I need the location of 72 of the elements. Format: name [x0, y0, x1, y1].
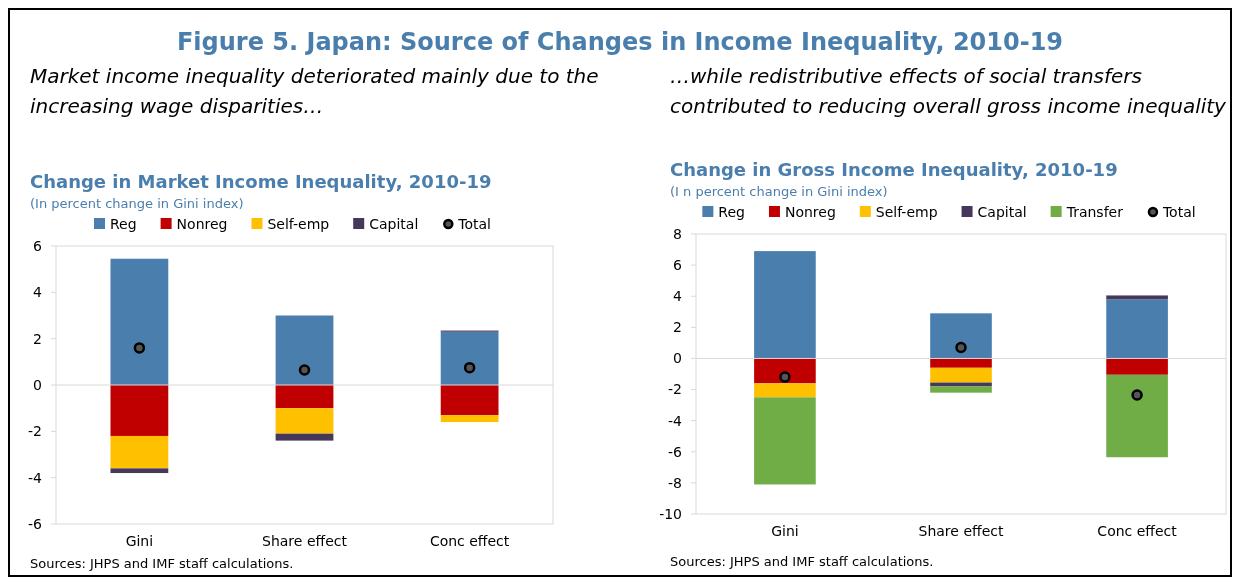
legend-label: Capital	[977, 204, 1027, 220]
bar	[754, 358, 816, 384]
bar	[930, 358, 992, 368]
bar	[754, 251, 816, 359]
y-tick-label: -6	[28, 515, 43, 532]
bar	[1106, 295, 1168, 300]
x-tick-label: Conc effect	[1097, 523, 1178, 539]
bar	[275, 408, 334, 434]
point	[779, 371, 791, 383]
bar	[1106, 358, 1168, 375]
bar	[1106, 299, 1168, 359]
bar	[110, 385, 169, 436]
legend-label: Capital	[369, 216, 419, 232]
y-tick-label: -10	[659, 505, 682, 522]
y-tick-label: -6	[668, 443, 683, 460]
legend-label: Reg	[718, 204, 745, 220]
text: …while redistributive effects of social transfers contributed to reducing overall gross income inequality	[670, 64, 1228, 118]
point	[463, 361, 476, 374]
legend-label: Self-emp	[875, 204, 938, 220]
y-tick-label: 2	[33, 330, 42, 347]
bar	[110, 258, 169, 385]
x-tick-label: Share effect	[262, 533, 348, 549]
bar	[440, 415, 499, 423]
bar	[275, 433, 334, 441]
legend-label: Nonreg	[784, 204, 836, 220]
x-tick-label: Gini	[771, 523, 799, 539]
legend-label: Total	[457, 216, 491, 232]
bar	[930, 386, 992, 393]
legend-label: Self-emp	[267, 216, 330, 232]
bar	[930, 367, 992, 383]
y-tick-label: 2	[673, 319, 682, 336]
y-tick-label: 4	[33, 284, 43, 301]
point	[133, 342, 146, 354]
bar	[1106, 374, 1168, 458]
legend-label: Reg	[110, 216, 137, 232]
bar	[275, 385, 334, 409]
y-tick-label: -2	[668, 381, 682, 398]
y-tick-label: 4	[673, 288, 683, 305]
bar	[275, 315, 334, 385]
source-note: Sources: JHPS and IMF staff calculations.	[670, 554, 934, 569]
legend-label: Nonreg	[176, 216, 228, 232]
y-tick-label: -4	[28, 469, 43, 486]
y-tick-label: 0	[673, 350, 682, 367]
y-tick-label: -4	[668, 412, 683, 429]
chart-title: Change in Market Income Inequality, 2010-19	[30, 171, 492, 192]
text: Market income inequality deteriorated mainly due to the increasing wage disparities…	[30, 64, 599, 118]
bar	[754, 383, 816, 398]
x-tick-label: Conc effect	[429, 533, 510, 549]
bar	[440, 331, 499, 385]
point	[298, 364, 311, 376]
legend-label: Transfer	[1065, 204, 1124, 220]
x-tick-label: Share effect	[918, 523, 1004, 539]
y-tick-label: 8	[673, 225, 682, 242]
source-note: Sources: JHPS and IMF staff calculations.	[30, 556, 294, 571]
chart-subtitle: (In percent change in Gini index)	[30, 196, 244, 211]
text: Figure 5. Japan: Source of Changes in Income Inequality, 2010-19	[176, 28, 1064, 56]
bar	[930, 313, 992, 359]
y-tick-label: 6	[673, 257, 683, 274]
bar	[754, 397, 816, 485]
x-tick-label: Gini	[125, 533, 154, 549]
bar	[110, 435, 169, 469]
bar	[440, 385, 499, 416]
y-tick-label: -8	[668, 474, 682, 491]
y-tick-label: -2	[28, 423, 42, 440]
point	[1131, 389, 1143, 401]
bar	[110, 468, 169, 474]
y-tick-label: 6	[33, 237, 43, 254]
point	[955, 341, 967, 354]
legend-label: Total	[1161, 204, 1196, 220]
chart-title: Change in Gross Income Inequality, 2010-19	[670, 159, 1118, 180]
chart-subtitle: (I n percent change in Gini index)	[670, 184, 888, 199]
y-tick-label: 0	[33, 376, 42, 393]
